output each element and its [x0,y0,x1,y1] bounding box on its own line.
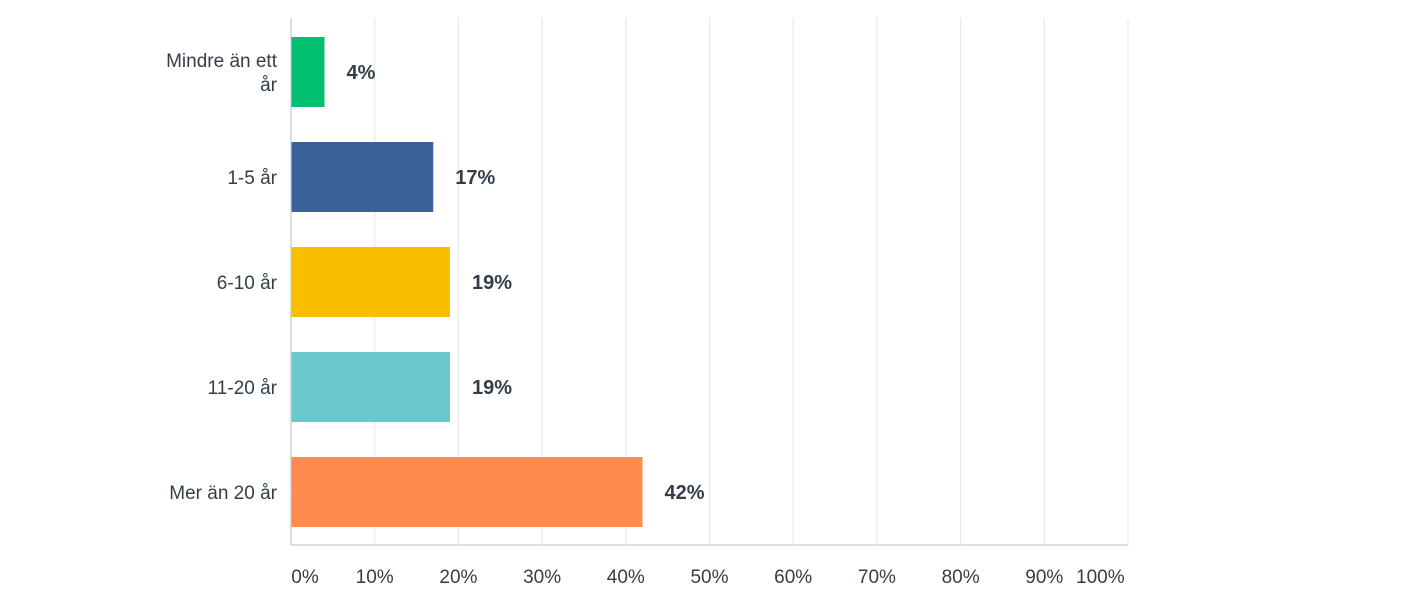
x-tick-label: 0% [291,567,319,588]
bar [291,247,451,317]
x-tick-label: 80% [942,567,980,588]
category-label-line: 6-10 år [217,273,278,294]
x-tick-label: 60% [774,567,812,588]
category-label-line: 11-20 år [208,378,278,399]
category-label: Mer än 20 år [169,483,277,504]
bar [291,457,643,527]
x-tick-label: 30% [523,567,561,588]
data-label: 19% [472,272,512,294]
bar [291,142,434,212]
category-label-line: 1-5 år [227,168,277,189]
axis-layer [290,18,1128,546]
bar [291,352,451,422]
category-label: 6-10 år [217,273,278,294]
x-tick-label: 100% [1076,567,1125,588]
data-label: 19% [472,377,512,399]
x-tick-label: 10% [356,567,394,588]
x-tick-label: 20% [439,567,477,588]
category-label-line: Mer än 20 år [169,483,277,504]
labels-layer: 0% 10% 20% 30% 40% 50% 60% 70% 80% 90% 100% Mindre … [166,51,1125,588]
data-label: 17% [455,167,495,189]
grid-layer [374,18,1129,545]
x-tick-label: 70% [858,567,896,588]
category-label: Mindre än ett år [166,51,278,96]
category-label-line: Mindre än ett [166,51,278,72]
bar [291,37,325,107]
x-tick-label: 50% [690,567,728,588]
data-label: 4% [346,62,375,84]
x-tick-label: 90% [1025,567,1063,588]
data-label: 42% [665,482,705,504]
x-tick-label: 40% [607,567,645,588]
category-label: 11-20 år [208,378,278,399]
category-label: 1-5 år [227,168,277,189]
category-label-line: år [260,75,278,96]
bars-layer [291,37,643,527]
